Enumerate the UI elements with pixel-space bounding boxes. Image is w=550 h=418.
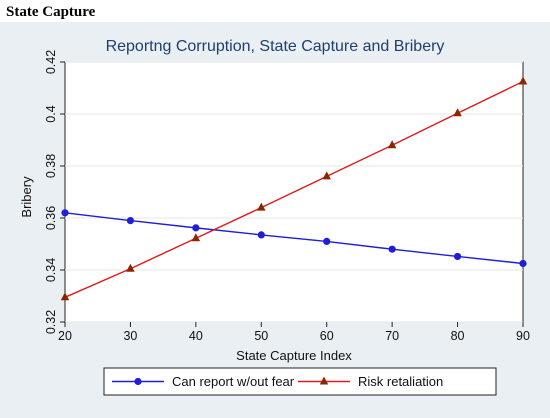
y-tick-label: 0.32	[44, 310, 58, 334]
series-layer	[60, 76, 528, 301]
data-point	[518, 76, 528, 85]
chart-title: Reportng Corruption, State Capture and B…	[106, 38, 445, 55]
y-tick-label: 0.42	[44, 50, 58, 74]
legend-swatch-marker	[319, 376, 329, 385]
data-point	[60, 292, 70, 301]
data-point	[126, 263, 135, 272]
y-tick-label: 0.38	[44, 154, 58, 178]
y-axis-label: Bribery	[19, 176, 34, 218]
data-point	[453, 108, 462, 117]
x-tick-label: 40	[189, 329, 203, 343]
series-line	[64, 80, 524, 298]
data-point	[323, 237, 331, 245]
data-point	[387, 140, 397, 149]
series-line	[64, 212, 524, 265]
data-point	[322, 171, 331, 180]
legend: Can report w/out fear Risk retaliation	[103, 367, 497, 396]
legend-label: Can report w/out fear	[172, 374, 295, 389]
data-point	[126, 217, 135, 225]
legend-item-2: Risk retaliation	[298, 374, 443, 389]
data-point	[388, 245, 396, 253]
x-axis-label: State Capture Index	[236, 348, 352, 363]
series-2	[60, 76, 528, 301]
legend-item-1: Can report w/out fear	[112, 374, 295, 389]
data-point	[61, 209, 69, 217]
x-tick-label: 70	[385, 329, 399, 343]
data-point	[519, 259, 527, 268]
page-heading: State Capture	[6, 4, 96, 20]
x-tick-label: 90	[516, 329, 530, 343]
legend-label: Risk retaliation	[358, 374, 443, 389]
x-tick-label: 60	[320, 329, 334, 343]
data-point	[257, 231, 265, 239]
y-tick-label: 0.4	[44, 105, 58, 122]
data-point	[453, 252, 462, 261]
x-tick-label: 30	[123, 329, 137, 343]
legend-swatch-marker	[134, 377, 142, 386]
x-tick-label: 20	[58, 329, 72, 343]
grid-lines	[65, 61, 523, 323]
y-tick-label: 0.36	[44, 206, 58, 230]
x-tick-label: 50	[254, 329, 268, 343]
y-tick-label: 0.34	[44, 258, 58, 282]
series-1	[61, 209, 527, 268]
data-point	[257, 202, 266, 211]
x-tick-label: 80	[451, 329, 465, 343]
axes: 0.32 0.34 0.36 0.38 0.4 0.42 20 30 40 50 60 70 80 90	[44, 50, 530, 343]
data-point	[191, 233, 201, 242]
line-chart: Reportng Corruption, State Capture and B…	[0, 22, 550, 418]
data-point	[192, 224, 200, 232]
